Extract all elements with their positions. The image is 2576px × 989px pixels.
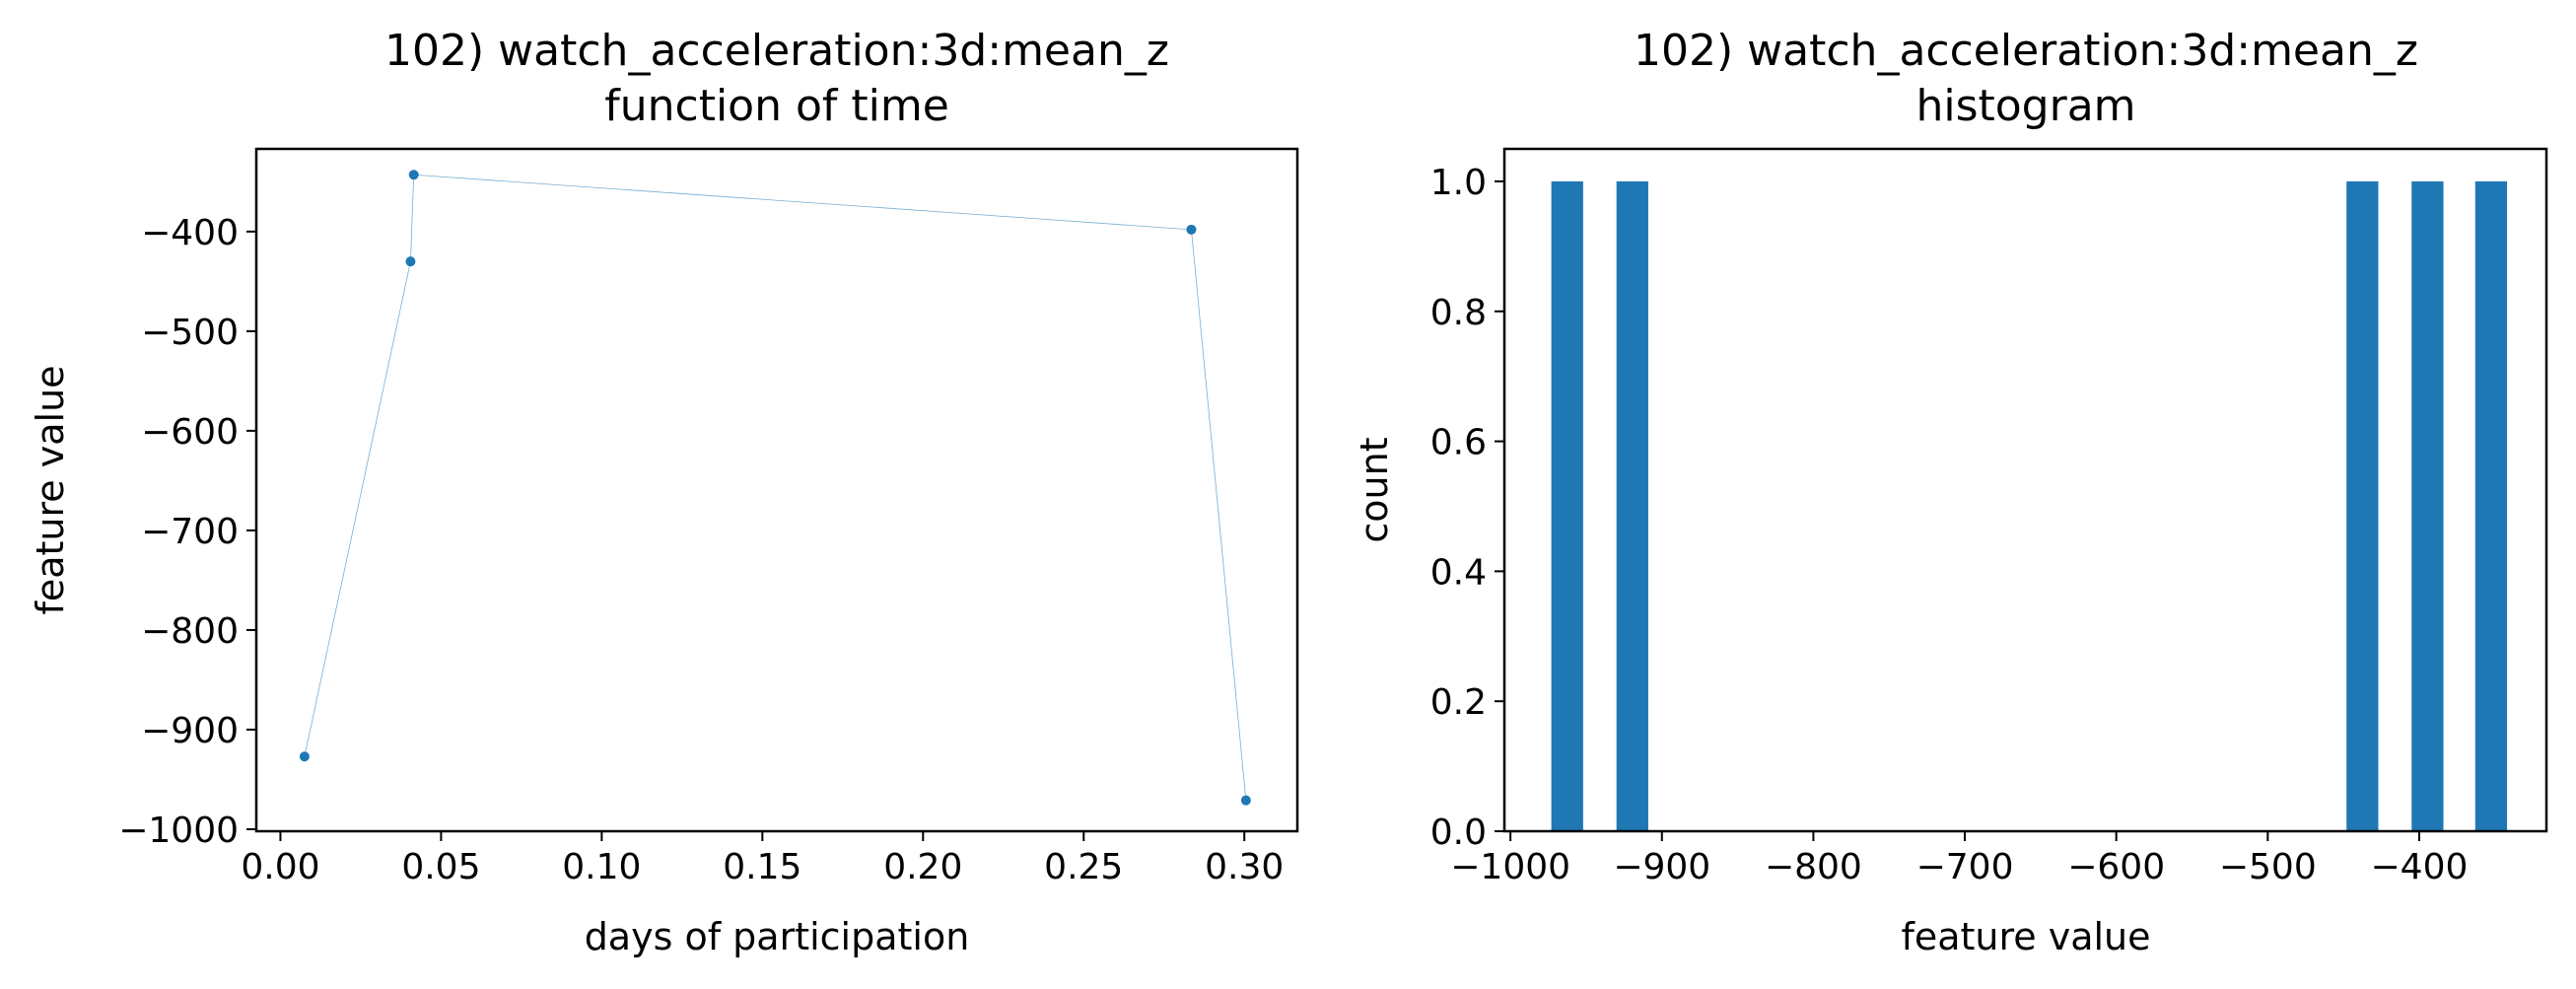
right-y-tick-label: 0.6 bbox=[1430, 423, 1487, 463]
right-y-tick-label: 0.2 bbox=[1430, 682, 1487, 723]
left-y-tick-label: −900 bbox=[141, 711, 239, 751]
left-x-ticks: 0.00 0.05 0.10 0.15 0.20 0.25 0.30 bbox=[241, 831, 1284, 887]
left-y-tick-label: −400 bbox=[141, 213, 239, 253]
right-x-axis-label: feature value bbox=[1901, 915, 2150, 958]
left-title-line1: 102) watch_acceleration:3d:mean_z bbox=[384, 26, 1169, 76]
left-x-tick-label: 0.05 bbox=[401, 847, 480, 887]
right-title-line1: 102) watch_acceleration:3d:mean_z bbox=[1634, 26, 2418, 76]
left-y-tick-label: −600 bbox=[141, 412, 239, 453]
right-x-tick-label: −900 bbox=[1613, 847, 1710, 887]
right-y-axis-label: count bbox=[1353, 437, 1396, 542]
right-y-tick-label: 1.0 bbox=[1430, 163, 1487, 203]
left-y-tick-label: −1000 bbox=[118, 811, 239, 851]
left-y-axis-label: feature value bbox=[29, 365, 72, 614]
data-point bbox=[299, 751, 310, 762]
data-point bbox=[408, 170, 419, 180]
left-y-tick-label: −700 bbox=[141, 512, 239, 552]
left-y-ticks: −1000 −900 −800 −700 −600 −500 −400 bbox=[118, 213, 256, 851]
left-title-line2: function of time bbox=[604, 81, 949, 131]
histogram-panel: 102) watch_acceleration:3d:mean_z histog… bbox=[1353, 26, 2548, 958]
right-title-line2: histogram bbox=[1915, 81, 2135, 131]
right-y-tick-label: 0.4 bbox=[1430, 552, 1487, 593]
left-x-tick-label: 0.10 bbox=[562, 847, 641, 887]
right-x-ticks: −1000 −900 −800 −700 −600 −500 −400 bbox=[1450, 831, 2468, 887]
data-point bbox=[1186, 224, 1197, 235]
histogram-bar bbox=[2346, 180, 2379, 831]
left-y-tick-label: −500 bbox=[141, 313, 239, 353]
right-axes-frame bbox=[1502, 147, 2548, 833]
right-plot-area bbox=[1551, 180, 2508, 831]
right-y-ticks: 0.0 0.2 0.4 0.6 0.8 1.0 bbox=[1430, 163, 1504, 853]
right-y-tick-label: 0.8 bbox=[1430, 293, 1487, 333]
right-x-tick-label: −400 bbox=[2371, 847, 2469, 887]
left-y-tick-label: −800 bbox=[141, 611, 239, 652]
histogram-bar bbox=[2411, 180, 2444, 831]
right-x-tick-label: −800 bbox=[1765, 847, 1862, 887]
left-x-tick-label: 0.30 bbox=[1205, 847, 1284, 887]
histogram-bar bbox=[1551, 180, 1583, 831]
left-plot-area bbox=[299, 170, 1251, 806]
right-x-tick-label: −600 bbox=[2067, 847, 2165, 887]
right-x-tick-label: −1000 bbox=[1450, 847, 1570, 887]
right-x-tick-label: −700 bbox=[1916, 847, 2014, 887]
time-series-panel: 102) watch_acceleration:3d:mean_z functi… bbox=[29, 26, 1299, 958]
data-point bbox=[405, 256, 416, 267]
left-x-tick-label: 0.15 bbox=[723, 847, 801, 887]
right-x-tick-label: −500 bbox=[2219, 847, 2317, 887]
left-x-tick-label: 0.00 bbox=[241, 847, 319, 887]
left-x-tick-label: 0.20 bbox=[883, 847, 962, 887]
left-x-tick-label: 0.25 bbox=[1044, 847, 1123, 887]
histogram-bar bbox=[1616, 180, 1648, 831]
right-y-tick-label: 0.0 bbox=[1430, 812, 1487, 853]
series-line bbox=[304, 174, 1247, 801]
left-axes-frame bbox=[254, 147, 1299, 833]
histogram-bar bbox=[2474, 180, 2508, 831]
data-point bbox=[1240, 795, 1251, 806]
left-x-axis-label: days of participation bbox=[585, 915, 970, 958]
